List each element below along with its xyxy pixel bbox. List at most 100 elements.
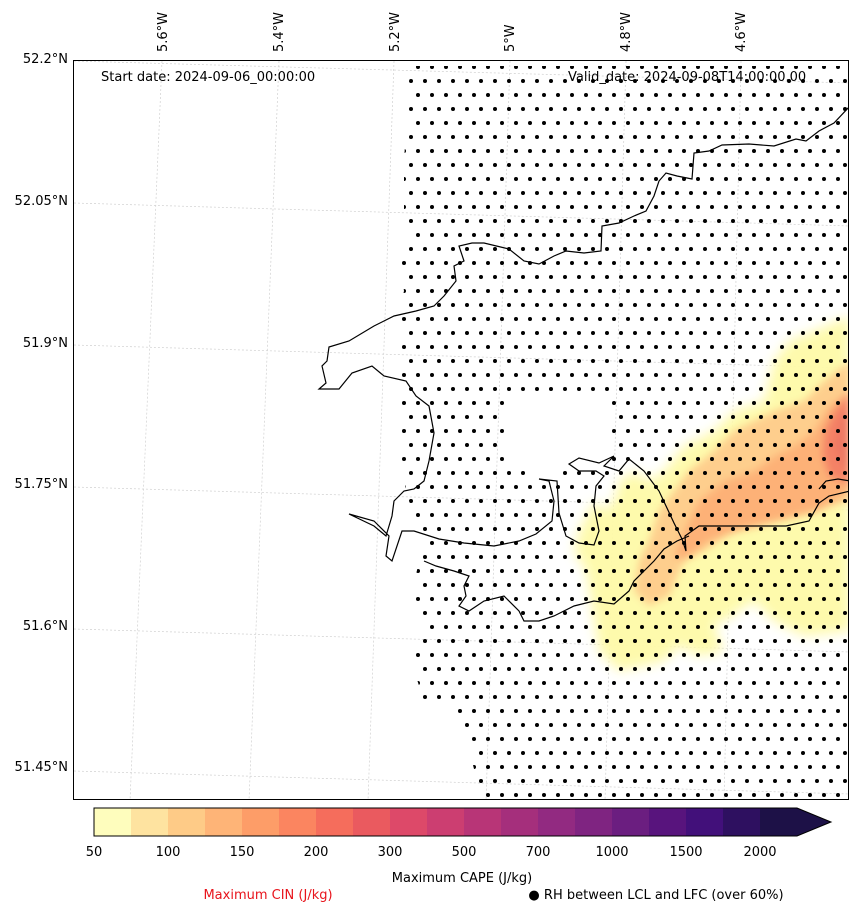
rh-dot — [451, 107, 455, 111]
rh-dot — [640, 429, 644, 433]
rh-dot — [794, 289, 798, 293]
rh-dot — [577, 751, 581, 755]
rh-dot — [465, 163, 469, 167]
rh-dot — [542, 233, 546, 237]
rh-dot — [668, 653, 672, 657]
rh-dot — [773, 779, 777, 783]
rh-dot — [689, 583, 693, 587]
rh-dot — [689, 387, 693, 391]
rh-dot — [710, 793, 714, 797]
rh-dot — [619, 639, 623, 643]
rh-dot — [689, 611, 693, 615]
colorbar-outline — [93, 807, 833, 837]
rh-dot — [591, 667, 595, 671]
rh-dot — [500, 709, 504, 713]
rh-dot — [521, 611, 525, 615]
rh-dot — [409, 443, 413, 447]
rh-dot — [773, 135, 777, 139]
rh-dot — [738, 513, 742, 517]
rh-dot — [465, 639, 469, 643]
rh-dot — [570, 597, 574, 601]
rh-dot — [633, 695, 637, 699]
rh-dot — [612, 793, 616, 797]
rh-dot — [612, 709, 616, 713]
grid-meridian — [248, 61, 280, 799]
rh-dot — [717, 163, 721, 167]
rh-dot — [773, 723, 777, 727]
rh-dot — [843, 303, 847, 307]
rh-dot — [836, 681, 840, 685]
rh-dot — [682, 205, 686, 209]
rh-dot — [808, 541, 812, 545]
rh-dot — [773, 695, 777, 699]
rh-dot — [528, 513, 532, 517]
rh-dot — [689, 79, 693, 83]
rh-dot — [759, 723, 763, 727]
rh-dot — [829, 135, 833, 139]
rh-dot — [486, 709, 490, 713]
rh-dot — [731, 303, 735, 307]
rh-dot — [465, 331, 469, 335]
rh-dot — [437, 443, 441, 447]
rh-dot — [745, 247, 749, 251]
rh-dot — [675, 79, 679, 83]
rh-dot — [731, 191, 735, 195]
rh-dot — [584, 261, 588, 265]
rh-dot — [423, 191, 427, 195]
rh-dot — [738, 625, 742, 629]
rh-dot — [766, 177, 770, 181]
rh-dot — [598, 653, 602, 657]
rh-dot — [500, 513, 504, 517]
lon-label: 5.2°W — [388, 11, 403, 52]
rh-dot — [423, 303, 427, 307]
rh-dot — [514, 373, 518, 377]
rh-dot — [423, 527, 427, 531]
rh-dot — [549, 723, 553, 727]
rh-dot — [745, 415, 749, 419]
rh-dot — [836, 625, 840, 629]
rh-dot — [549, 751, 553, 755]
rh-dot — [703, 79, 707, 83]
rh-dot — [801, 751, 805, 755]
rh-dot — [612, 485, 616, 489]
rh-dot — [514, 66, 518, 69]
rh-dot — [500, 485, 504, 489]
rh-dot — [745, 779, 749, 783]
rh-dot — [521, 331, 525, 335]
rh-dot — [402, 121, 406, 125]
rh-dot — [542, 485, 546, 489]
rh-dot — [689, 779, 693, 783]
rh-dot — [430, 709, 434, 713]
rh-dot — [633, 387, 637, 391]
rh-dot — [591, 219, 595, 223]
rh-dot — [528, 373, 532, 377]
rh-dot — [759, 135, 763, 139]
rh-dot — [829, 611, 833, 615]
rh-dot — [801, 611, 805, 615]
rh-dot — [423, 415, 427, 419]
rh-dot — [591, 303, 595, 307]
rh-dot — [563, 107, 567, 111]
rh-dot — [801, 779, 805, 783]
rh-dot — [626, 457, 630, 461]
rh-dot — [423, 583, 427, 587]
rh-dot — [710, 401, 714, 405]
rh-dot — [402, 625, 406, 629]
rh-dot — [801, 163, 805, 167]
rh-dot — [430, 737, 434, 741]
rh-dot — [829, 527, 833, 531]
rh-dot — [458, 513, 462, 517]
rh-dot — [479, 415, 483, 419]
rh-dot — [703, 527, 707, 531]
rh-dot — [451, 275, 455, 279]
rh-dot — [535, 751, 539, 755]
rh-dot — [507, 275, 511, 279]
lon-label: 5°W — [503, 24, 518, 52]
rh-dot — [458, 765, 462, 769]
rh-dot — [556, 93, 560, 97]
rh-dot — [444, 177, 448, 181]
rh-dot — [507, 219, 511, 223]
rh-dot — [409, 359, 413, 363]
rh-dot — [626, 429, 630, 433]
rh-dot — [598, 765, 602, 769]
